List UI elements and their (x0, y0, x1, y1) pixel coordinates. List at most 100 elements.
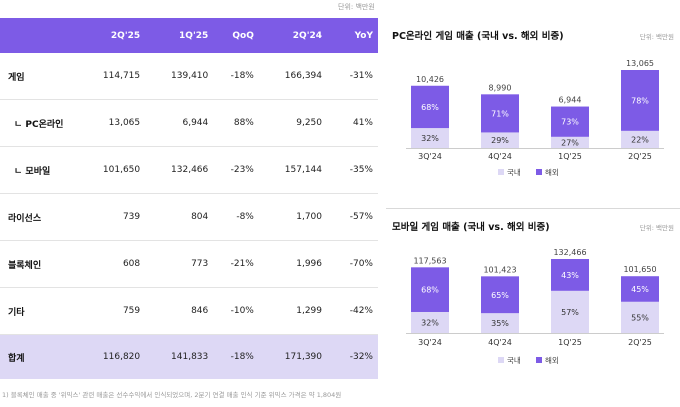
table-cell: -8% (213, 193, 259, 241)
chart-title: PC온라인 게임 매출 (국내 vs. 해외 비중) (392, 31, 564, 42)
table-row: 라이선스 739 804 -8% 1,700 -57% (0, 193, 378, 241)
data-label-domestic: 27% (561, 138, 579, 147)
x-tick-label: 4Q'24 (488, 152, 512, 161)
row-label: ㄴ PC온라인 (0, 99, 77, 147)
total-label: 13,065 (626, 59, 654, 68)
table-cell: 739 (77, 193, 146, 241)
table-cell: 171,390 (258, 334, 327, 379)
row-label: ㄴ 모바일 (0, 146, 77, 194)
mobile-stacked-bar-chart: 32% 68% 117,563 3Q'24 35% 65% 101,423 4Q'24 57% 4… (406, 248, 664, 365)
bar-domestic (551, 136, 589, 148)
x-tick-label: 2Q'25 (628, 338, 652, 347)
table-row: ㄴ PC온라인 13,065 6,944 88% 9,250 41% (0, 99, 378, 147)
row-label: 합계 (0, 334, 77, 379)
table-cell: 101,650 (77, 146, 146, 194)
table-cell: 139,410 (145, 53, 214, 100)
legend-swatch-overseas (536, 169, 542, 175)
data-label-overseas: 73% (561, 118, 579, 127)
data-label-overseas: 68% (421, 286, 439, 295)
data-label-overseas: 43% (561, 271, 579, 280)
bar-overseas (411, 267, 449, 312)
data-label-overseas: 78% (631, 96, 649, 105)
total-label: 8,990 (489, 83, 512, 92)
data-label-overseas: 71% (491, 109, 509, 118)
data-label-domestic: 35% (491, 319, 509, 328)
table-row: ㄴ 모바일 101,650 132,466 -23% 157,144 -35% (0, 146, 378, 194)
table-cell: 157,144 (258, 146, 327, 194)
bar-domestic (411, 128, 449, 148)
data-label-overseas: 68% (421, 103, 439, 112)
row-label: 게임 (0, 53, 77, 100)
chart-unit-label: 단위: 백만원 (639, 224, 674, 232)
x-tick-label: 3Q'24 (418, 152, 442, 161)
table-cell: -21% (213, 240, 259, 288)
data-label-domestic: 32% (421, 134, 439, 143)
bar-overseas (621, 70, 659, 131)
table-cell: -18% (213, 53, 259, 100)
table-cell: 9,250 (258, 99, 327, 147)
table-cell: 759 (77, 287, 146, 335)
table-header-cell: QoQ (213, 18, 259, 53)
table-cell: -32% (327, 334, 378, 379)
legend-swatch-domestic (498, 169, 504, 175)
table-total-row: 합계 116,820 141,833 -18% 171,390 -32% (0, 334, 378, 379)
table-cell: -18% (213, 334, 259, 379)
legend-swatch-domestic (498, 357, 504, 363)
legend-swatch-overseas (536, 357, 542, 363)
table-header-cell: 1Q'25 (145, 18, 214, 53)
table-header-cell: YoY (327, 18, 378, 53)
data-label-domestic: 55% (631, 313, 649, 322)
table-header-cell: 2Q'25 (77, 18, 146, 53)
revenue-table: 2Q'25 1Q'25 QoQ 2Q'24 YoY 게임 114,715 139… (0, 18, 378, 379)
table-header-cell (0, 18, 77, 53)
bar-overseas (481, 94, 519, 133)
total-label: 6,944 (559, 96, 582, 105)
table-cell: 166,394 (258, 53, 327, 100)
x-tick-label: 4Q'24 (488, 338, 512, 347)
table-header-row: 2Q'25 1Q'25 QoQ 2Q'24 YoY (0, 18, 378, 53)
bar-overseas (481, 276, 519, 314)
x-tick-label: 1Q'25 (558, 152, 582, 161)
table-cell: 141,833 (145, 334, 214, 379)
table-cell: -70% (327, 240, 378, 288)
table-cell: 13,065 (77, 99, 146, 147)
chart-title: 모바일 게임 매출 (국내 vs. 해외 비중) (392, 222, 550, 233)
table-cell: 804 (145, 193, 214, 241)
data-label-overseas: 45% (631, 285, 649, 294)
x-tick-label: 2Q'25 (628, 152, 652, 161)
table-cell: 6,944 (145, 99, 214, 147)
bar-domestic (411, 311, 449, 333)
bar-domestic (621, 301, 659, 333)
total-label: 101,650 (623, 265, 656, 274)
data-label-domestic: 29% (491, 136, 509, 145)
table-cell: -42% (327, 287, 378, 335)
row-label: 블록체인 (0, 240, 77, 288)
x-tick-label: 1Q'25 (558, 338, 582, 347)
table-row: 블록체인 608 773 -21% 1,996 -70% (0, 240, 378, 288)
legend-label-domestic: 국내 (507, 168, 521, 177)
table-cell: -35% (327, 146, 378, 194)
footnote: 1) 블록체인 매출 중 '위믹스' 관련 매출은 선수수익에서 인식되었으며,… (2, 391, 342, 399)
total-label: 101,423 (483, 265, 516, 274)
table-cell: 88% (213, 99, 259, 147)
data-label-domestic: 57% (561, 308, 579, 317)
bar-domestic (621, 130, 659, 148)
table-header-cell: 2Q'24 (258, 18, 327, 53)
chart-unit-label: 단위: 백만원 (639, 33, 674, 41)
bar-overseas (551, 106, 589, 137)
data-label-overseas: 65% (491, 291, 509, 300)
mobile-chart-panel: 모바일 게임 매출 (국내 vs. 해외 비중) 단위: 백만원 32% 68% 1… (386, 208, 680, 389)
data-label-domestic: 22% (631, 135, 649, 144)
bar-domestic (481, 313, 519, 333)
table-cell: 1,700 (258, 193, 327, 241)
table-cell: 773 (145, 240, 214, 288)
pc-online-chart-panel: PC온라인 게임 매출 (국내 vs. 해외 비중) 단위: 백만원 32% 68… (386, 18, 680, 193)
row-label: 기타 (0, 287, 77, 335)
table-row: 기타 759 846 -10% 1,299 -42% (0, 287, 378, 335)
legend-label-overseas: 해외 (545, 167, 559, 177)
bar-overseas (551, 259, 589, 291)
data-label-domestic: 32% (421, 318, 439, 327)
bar-overseas (411, 85, 449, 129)
legend-label-domestic: 국내 (507, 356, 521, 365)
pc-online-stacked-bar-chart: 32% 68% 10,426 3Q'24 29% 71% 8,990 4Q'24 27% 73% 6… (406, 59, 664, 177)
